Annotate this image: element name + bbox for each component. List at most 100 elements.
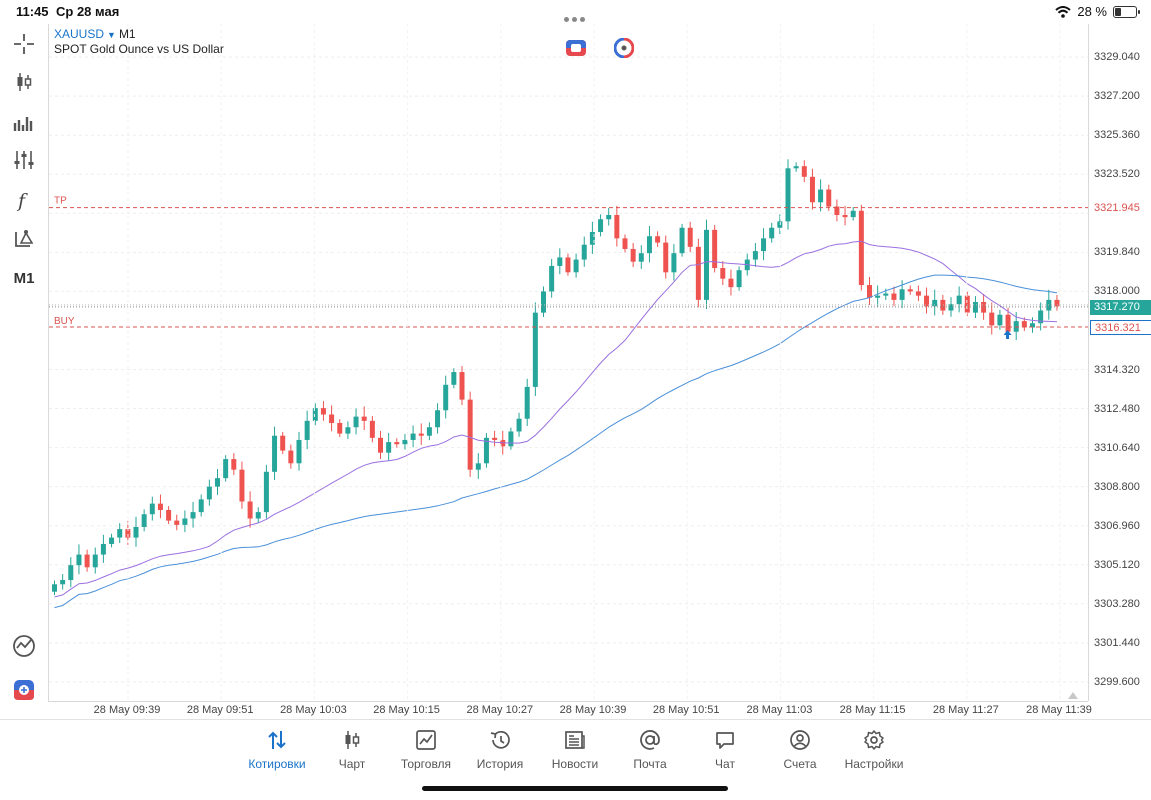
candle-body — [353, 416, 359, 428]
price-tick-label: 3308.800 — [1094, 480, 1140, 493]
candle-body — [492, 437, 498, 440]
candle-body — [875, 295, 881, 298]
trade-signals-icon[interactable] — [10, 632, 38, 660]
nav-news[interactable]: Новости — [537, 728, 613, 771]
candle-body — [231, 459, 237, 470]
price-tick-label: 3306.960 — [1094, 519, 1140, 532]
symbol-name[interactable]: XAUUSD — [54, 27, 105, 41]
candle-body — [280, 435, 286, 451]
candle-body — [964, 295, 970, 313]
candle-body — [475, 463, 481, 470]
nav-trade[interactable]: Торговля — [388, 728, 464, 771]
status-right: 28 % — [1055, 4, 1140, 19]
candle-body — [638, 253, 644, 262]
candle-body — [329, 414, 335, 423]
nav-chart[interactable]: Чарт — [314, 728, 390, 771]
candle-body — [801, 166, 807, 177]
symbol-timeframe: M1 — [118, 27, 136, 41]
time-tick-label: 28 May 11:15 — [839, 704, 906, 716]
candle-body — [263, 471, 269, 513]
candle-body — [76, 554, 82, 566]
candle-body — [940, 299, 946, 311]
volume-bars-icon[interactable] — [10, 108, 38, 136]
left-toolbar: f M1 — [0, 24, 48, 714]
nav-trade-label: Торговля — [400, 757, 452, 771]
candle-body — [598, 219, 604, 232]
candle-body — [1021, 321, 1027, 328]
quotes-icon — [265, 728, 289, 752]
time-tick-label: 28 May 10:15 — [373, 704, 440, 716]
candle-body — [785, 168, 791, 222]
price-tick-label: 3318.000 — [1094, 285, 1140, 298]
accounts-icon — [788, 728, 812, 752]
candle-body — [386, 442, 392, 453]
candle-body — [565, 257, 571, 273]
candle-body — [418, 433, 424, 436]
candle-body — [769, 227, 775, 239]
timeframe-button[interactable]: M1 — [10, 264, 38, 292]
candle-body — [720, 268, 726, 279]
candle-body — [157, 503, 163, 510]
price-chart[interactable]: TP BUY — [49, 24, 1089, 701]
candlestick-type-icon[interactable] — [10, 68, 38, 96]
candle-body — [426, 427, 432, 436]
one-click-trade-icon[interactable] — [566, 38, 586, 58]
candle-body — [687, 227, 693, 247]
price-tick-label: 3325.360 — [1094, 129, 1140, 142]
candle-body — [304, 420, 310, 440]
candle-body — [842, 215, 848, 218]
candle-body — [92, 554, 98, 568]
candle-body — [508, 431, 514, 447]
candle-body — [622, 238, 628, 249]
nav-accounts[interactable]: Счета — [762, 728, 838, 771]
candle-body — [924, 295, 930, 307]
nav-quotes[interactable]: Котировки — [239, 728, 315, 771]
candle-body — [573, 259, 579, 273]
candle-body — [1030, 323, 1035, 328]
candle-body — [793, 166, 799, 169]
price-axis: 3329.0403327.2003325.3603323.5203321.680… — [1088, 24, 1151, 701]
moving-average-fast — [54, 240, 1058, 598]
nav-history-label: История — [476, 757, 524, 771]
trading-signals-icon[interactable] — [614, 38, 634, 58]
svg-text:f: f — [16, 190, 28, 211]
candle-body — [60, 580, 66, 585]
price-tick-label: 3327.200 — [1094, 90, 1140, 103]
nav-chart-label: Чарт — [338, 757, 366, 771]
candle-body — [345, 427, 351, 434]
one-click-trading-icon[interactable] — [10, 676, 38, 704]
nav-mail-label: Почта — [633, 757, 667, 771]
candle-body — [761, 238, 767, 252]
candle-body — [125, 529, 131, 538]
candle-body — [84, 554, 90, 568]
nav-chat[interactable]: Чат — [687, 728, 763, 771]
chart-area[interactable]: TP BUY XAUUSD ▼ M1 SPOT Gold Ounce vs US Do… — [48, 24, 1089, 701]
price-tick-label: 3329.040 — [1094, 51, 1140, 64]
candle-body — [736, 270, 742, 288]
nav-accounts-label: Счета — [783, 757, 817, 771]
candle-body — [182, 518, 188, 525]
indicator-sliders-icon[interactable] — [10, 146, 38, 174]
symbol-header[interactable]: XAUUSD ▼ M1 — [54, 27, 136, 41]
candle-body — [361, 416, 367, 421]
candle-body — [451, 372, 457, 385]
symbol-description: SPOT Gold Ounce vs US Dollar — [54, 42, 224, 56]
function-icon[interactable]: f — [10, 186, 38, 214]
candle-body — [695, 246, 701, 300]
tp-price-tag: 3321.945 — [1090, 200, 1151, 216]
candle-body — [117, 529, 123, 538]
price-tick-label: 3310.640 — [1094, 441, 1140, 454]
buy-label-bg — [50, 314, 96, 327]
chevron-down-icon[interactable]: ▼ — [107, 30, 116, 40]
drawing-objects-icon[interactable] — [10, 224, 38, 252]
candle-body — [777, 221, 783, 228]
candle-body — [174, 520, 180, 525]
nav-chat-label: Чат — [715, 757, 735, 771]
crosshair-icon[interactable] — [10, 30, 38, 58]
scroll-to-end-icon[interactable] — [1068, 692, 1078, 699]
nav-mail[interactable]: Почта — [612, 728, 688, 771]
candle-body — [728, 278, 734, 288]
nav-history[interactable]: История — [462, 728, 538, 771]
nav-settings[interactable]: Настройки — [836, 728, 912, 771]
multitasking-dots-icon[interactable] — [564, 9, 588, 22]
